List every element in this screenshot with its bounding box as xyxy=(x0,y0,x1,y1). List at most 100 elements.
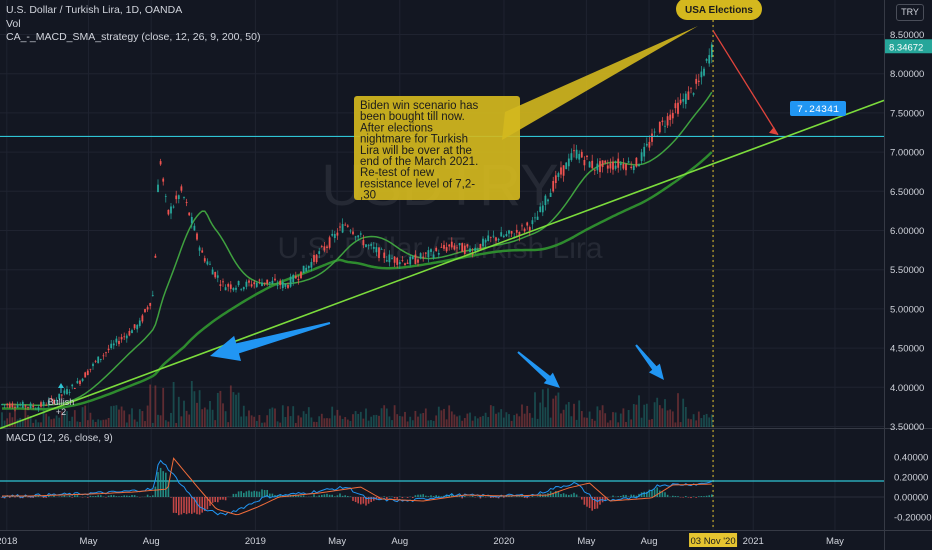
volume-bar xyxy=(27,415,29,427)
macd-histogram-bar xyxy=(149,496,151,497)
candle-body xyxy=(313,255,315,262)
volume-bar xyxy=(372,415,375,427)
volume-bar xyxy=(34,419,37,427)
macd-histogram-bar xyxy=(35,495,37,497)
macd-title: MACD (12, 26, close, 9) xyxy=(6,433,113,444)
candle-body xyxy=(32,405,35,408)
price-axis[interactable]: 3.50000 4.00000 4.50000 5.00000 5.50000 6.000… xyxy=(885,30,932,524)
candle-body xyxy=(573,150,575,152)
volume-bar xyxy=(476,418,479,427)
volume-bar xyxy=(528,413,531,427)
candle-body xyxy=(487,235,490,242)
drawings[interactable] xyxy=(0,0,885,530)
candle-body xyxy=(536,216,539,220)
time-tick-label: Aug xyxy=(641,536,658,547)
volume-bar xyxy=(112,405,115,427)
macd-histogram-bar xyxy=(157,472,159,497)
macd-tick-label: -0.20000 xyxy=(894,513,932,524)
volume-bar xyxy=(541,389,544,427)
macd-histogram-bar xyxy=(128,495,131,497)
macd-histogram-bar xyxy=(253,490,255,497)
volume-bar xyxy=(11,417,14,427)
candle-body xyxy=(24,405,27,407)
macd-pane[interactable]: MACD (12, 26, close, 9) xyxy=(0,433,884,516)
macd-histogram-bar xyxy=(76,495,79,497)
macd-histogram-bar xyxy=(412,497,414,499)
volume-bar xyxy=(157,414,159,427)
volume-bar xyxy=(336,409,339,427)
candle-body xyxy=(112,343,115,346)
volume-bar xyxy=(440,410,443,427)
macd-histogram-bar xyxy=(152,495,154,497)
candle-body xyxy=(604,160,607,163)
candle-body xyxy=(432,254,435,258)
macd-histogram-bar xyxy=(120,496,123,497)
macd-histogram-bar xyxy=(61,496,63,497)
volume-bar xyxy=(24,407,27,427)
candle-body xyxy=(372,246,375,249)
volume-bar xyxy=(632,404,635,427)
volume-bar xyxy=(502,417,505,427)
macd-histogram-bar xyxy=(97,495,99,497)
macd-histogram-bar xyxy=(167,480,170,497)
macd-histogram-bar xyxy=(211,497,214,503)
volume-bar xyxy=(622,408,625,427)
volume-bar xyxy=(505,412,508,427)
candle-body xyxy=(508,230,510,234)
candle-body xyxy=(99,358,102,360)
strategy-label[interactable]: CA_-_MACD_SMA_strategy (close, 12, 26, 9… xyxy=(6,31,261,43)
candle-body xyxy=(450,241,453,248)
volume-bar xyxy=(604,413,607,427)
candle-body xyxy=(666,116,669,126)
candle-body xyxy=(684,93,687,105)
volume-bar xyxy=(580,411,583,427)
candle-body xyxy=(674,103,677,109)
macd-histogram-bar xyxy=(87,497,89,498)
macd-histogram-bar xyxy=(500,496,502,497)
candle-body xyxy=(339,226,341,228)
price-tick-label: 8.00000 xyxy=(890,69,924,80)
volume-bar xyxy=(430,420,432,427)
macd-histogram-bar xyxy=(328,494,331,497)
macd-histogram-bar xyxy=(170,497,172,498)
macd-histogram-bar xyxy=(92,496,94,497)
candle-body xyxy=(3,404,6,406)
volume-bar xyxy=(235,394,237,427)
volume-bar xyxy=(495,413,497,427)
volume-bar xyxy=(198,390,201,427)
volume-bar xyxy=(518,416,521,427)
volume-bar xyxy=(385,408,388,427)
macd-histogram-bar xyxy=(568,494,570,497)
candle-body xyxy=(653,131,656,133)
price-tick-label: 4.00000 xyxy=(890,383,924,394)
currency-badge[interactable]: TRY xyxy=(896,4,924,21)
volume-bar xyxy=(482,415,484,427)
candle-body xyxy=(242,287,245,290)
candle-body xyxy=(214,271,217,278)
candle-body xyxy=(287,284,289,288)
volume-bar xyxy=(552,398,555,427)
candle-body xyxy=(690,87,692,89)
macd-histogram-bar xyxy=(523,497,526,498)
macd-histogram-bar xyxy=(378,497,380,500)
volume-bar xyxy=(658,405,661,427)
volume-bar xyxy=(333,415,336,427)
volume-bar xyxy=(170,412,172,427)
volume-bar xyxy=(258,415,261,427)
candle-body xyxy=(60,394,63,396)
macd-histogram-bar xyxy=(318,495,320,497)
macd-histogram-bar xyxy=(222,497,224,500)
candle-body xyxy=(250,284,253,287)
candle-body xyxy=(370,244,373,246)
annotations[interactable]: Bullish+2 Biden win scenario has been boug… xyxy=(48,0,846,417)
candle-body xyxy=(206,261,209,265)
volume-bar xyxy=(73,410,76,427)
time-axis[interactable]: 2018 May Aug 2019 May Aug 2020 May Aug 03 Nov '20… xyxy=(0,533,844,547)
volume-bar xyxy=(81,407,84,427)
note-line: After elections xyxy=(360,122,433,134)
volume-bar xyxy=(453,414,456,427)
note-line: been bought till now. xyxy=(360,111,465,123)
candle-body xyxy=(593,169,596,171)
macd-histogram-bar xyxy=(586,497,588,507)
